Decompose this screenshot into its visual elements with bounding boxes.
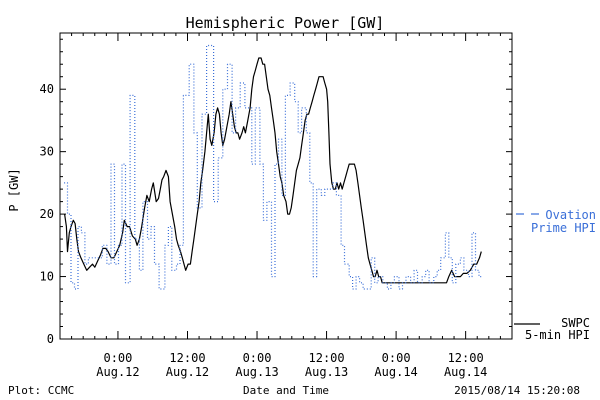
chart-title: Hemispheric Power [GW] <box>186 14 385 32</box>
y-tick-label: 40 <box>40 82 54 96</box>
x-tick-label-time: 0:00 <box>382 351 411 365</box>
legend-label-ovation: Ovation <box>545 208 596 222</box>
y-tick-label: 10 <box>40 270 54 284</box>
x-tick-label-time: 12:00 <box>309 351 345 365</box>
plot-axes <box>59 32 513 340</box>
x-tick-label-time: 12:00 <box>448 351 484 365</box>
y-axis-ticks: 0 10 20 30 40 <box>40 38 512 346</box>
plot-frame <box>59 32 513 340</box>
legend-label-swpc-2: 5-min HPI <box>525 328 590 342</box>
x-tick-label-time: 0:00 <box>243 351 272 365</box>
x-tick-label-date: Aug.14 <box>374 365 417 379</box>
y-axis-label-group: P [GW] <box>7 168 21 211</box>
y-tick-label: 30 <box>40 145 54 159</box>
series-line-ovation <box>64 44 482 290</box>
x-tick-label-date: Aug.12 <box>96 365 139 379</box>
x-tick-label-date: Aug.13 <box>305 365 348 379</box>
x-tick-label-date: Aug.12 <box>166 365 209 379</box>
x-tick-label-time: 12:00 <box>169 351 205 365</box>
series-line-swpc <box>64 57 482 284</box>
x-tick-label-date: Aug.13 <box>235 365 278 379</box>
x-axis-ticks: 0:00Aug.1212:00Aug.120:00Aug.1312:00Aug.… <box>59 33 513 379</box>
x-tick-label-date: Aug.14 <box>444 365 487 379</box>
footer-plot-source: Plot: CCMC <box>8 384 74 397</box>
legend-label-ovation-2: Prime HPI <box>531 221 596 235</box>
series-layer <box>64 44 482 290</box>
x-tick-label-time: 0:00 <box>103 351 132 365</box>
y-tick-label: 0 <box>47 332 54 346</box>
footer-timestamp: 2015/08/14 15:20:08 <box>454 384 580 397</box>
x-axis-label: Date and Time <box>243 384 329 397</box>
y-axis-label: P [GW] <box>7 168 21 211</box>
y-tick-label: 20 <box>40 207 54 221</box>
legend-label-swpc: SWPC <box>561 316 590 330</box>
